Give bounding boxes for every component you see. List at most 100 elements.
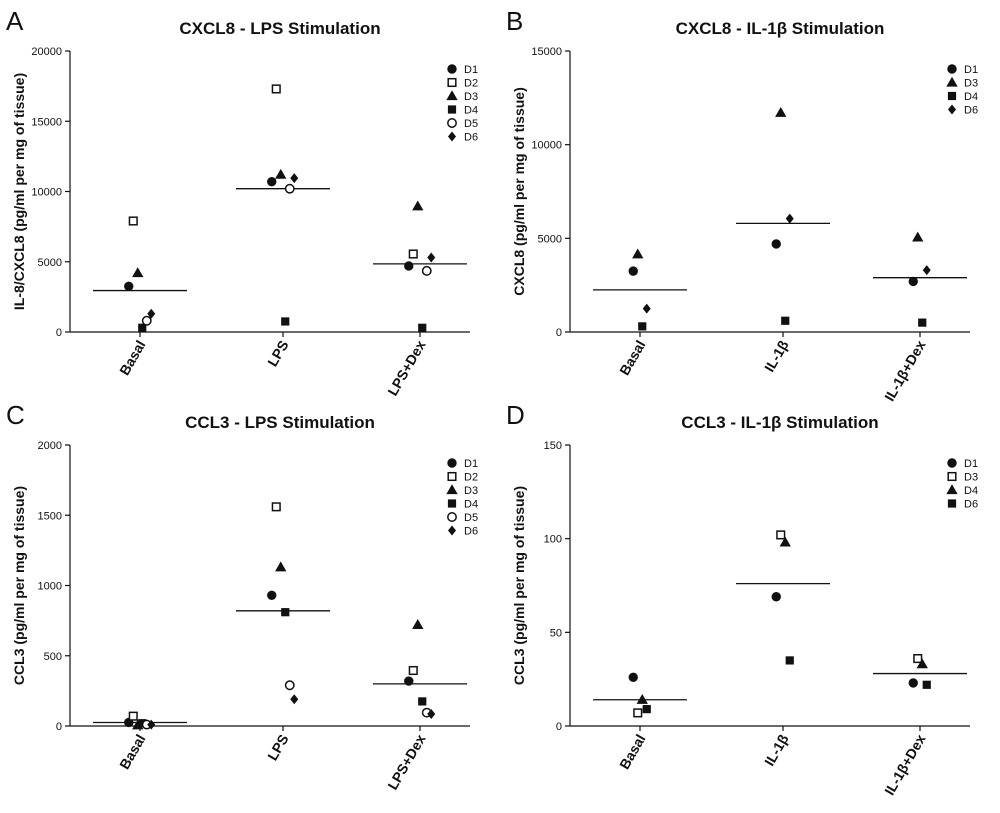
data-point [141,315,152,326]
panel-letter: C [6,400,25,430]
x-tick-label: Basal [116,338,149,378]
panel-letter: A [6,6,24,36]
y-tick-label: 20000 [31,46,62,58]
legend-label: D6 [964,499,978,511]
data-point [284,183,295,194]
legend-label: D4 [464,105,478,117]
legend-marker [446,484,458,495]
legend-label: D1 [464,64,478,76]
series-d6 [642,656,931,714]
legend-label: D5 [464,118,478,130]
data-point [427,709,436,720]
legend-label: D1 [464,458,478,470]
data-point [632,248,644,259]
y-tick-label: 100 [544,534,562,546]
data-point [271,502,281,512]
data-point [633,708,643,718]
data-point [284,680,295,691]
x-tick-label: IL-1β [761,731,792,768]
data-point [636,693,648,704]
data-point [404,261,414,271]
data-point [275,168,287,179]
legend-marker [447,64,457,74]
data-point [412,619,424,629]
chart-svg: C CCL3 - LPS Stimulation CCL3 (pg/ml per m… [6,400,478,792]
data-point [642,705,651,714]
legend-marker [947,64,957,74]
y-tick-label: 1500 [38,510,62,522]
data-point [908,276,918,287]
data-point [147,719,156,730]
chart-title: CCL3 - LPS Stimulation [185,413,375,432]
chart-svg: B CXCL8 - IL-1β Stimulation CXCL8 (pg/ml p… [506,6,978,404]
y-axis-label: CCL3 (pg/ml per mg of tissue) [11,486,27,685]
chart-title: CXCL8 - LPS Stimulation [179,19,380,38]
legend-label: D3 [964,78,978,90]
legend-label: D3 [464,91,478,103]
chart-svg: D CCL3 - IL-1β Stimulation CCL3 (pg/ml per… [506,400,978,798]
data-point [147,308,156,319]
data-point [785,656,794,665]
legend-label: D3 [964,472,978,484]
panel-b: B CXCL8 - IL-1β Stimulation CXCL8 (pg/ml p… [500,0,1000,406]
data-point [912,231,924,242]
chart-svg: A CXCL8 - LPS Stimulation IL-8/CXCL8 (pg/m… [6,6,478,398]
legend-label: D6 [464,132,478,144]
legend-marker [447,105,457,114]
data-point [908,678,918,688]
x-tick-label: LPS+Dex [384,337,429,398]
data-point [281,608,290,617]
series-d1 [124,590,414,728]
legend-marker [946,484,958,495]
series-d4 [138,317,427,332]
data-point [781,316,790,325]
data-point [628,266,638,276]
series-d6 [147,173,436,319]
x-tick-label: LPS [264,732,291,764]
series-d5 [141,183,432,326]
series-d6 [642,213,931,314]
data-point [779,536,791,547]
chart-title: CCL3 - IL-1β Stimulation [681,413,878,432]
data-point [628,672,638,682]
data-point [267,176,277,187]
data-point [408,249,418,259]
x-tick-label: IL-1β+Dex [881,731,929,797]
y-tick-label: 50 [550,627,562,639]
y-tick-label: 15000 [531,46,562,58]
panel-c: C CCL3 - LPS Stimulation CCL3 (pg/ml per m… [0,394,500,800]
y-tick-label: 10000 [31,187,62,199]
series-d1 [628,239,918,287]
data-point [128,216,138,226]
y-tick-label: 10000 [531,140,562,152]
x-tick-label: LPS+Dex [384,731,429,792]
series-d3 [633,530,923,718]
y-tick-label: 0 [56,327,62,339]
series-d3 [632,107,924,259]
data-point [638,322,647,331]
legend-label: D2 [464,472,478,484]
legend-label: D6 [964,105,978,117]
legend-marker [947,104,957,115]
y-axis-label: CCL3 (pg/ml per mg of tissue) [511,486,527,685]
legend-marker [947,499,957,508]
x-tick-label: Basal [616,732,649,772]
data-point [775,107,787,117]
series-d3 [132,168,424,278]
panel-a: A CXCL8 - LPS Stimulation IL-8/CXCL8 (pg/m… [0,0,500,406]
legend-marker [947,458,957,468]
y-tick-label: 0 [556,327,562,339]
y-axis-label: CXCL8 (pg/ml per mg of tissue) [511,87,527,295]
y-tick-label: 1000 [38,581,62,593]
data-point [138,323,147,332]
data-point [427,252,436,263]
chart-title: CXCL8 - IL-1β Stimulation [676,19,885,38]
data-point [642,303,651,314]
data-point [916,658,928,669]
legend-label: D3 [464,485,478,497]
data-point [918,318,927,327]
data-point [922,265,931,276]
legend-label: D4 [964,91,978,103]
